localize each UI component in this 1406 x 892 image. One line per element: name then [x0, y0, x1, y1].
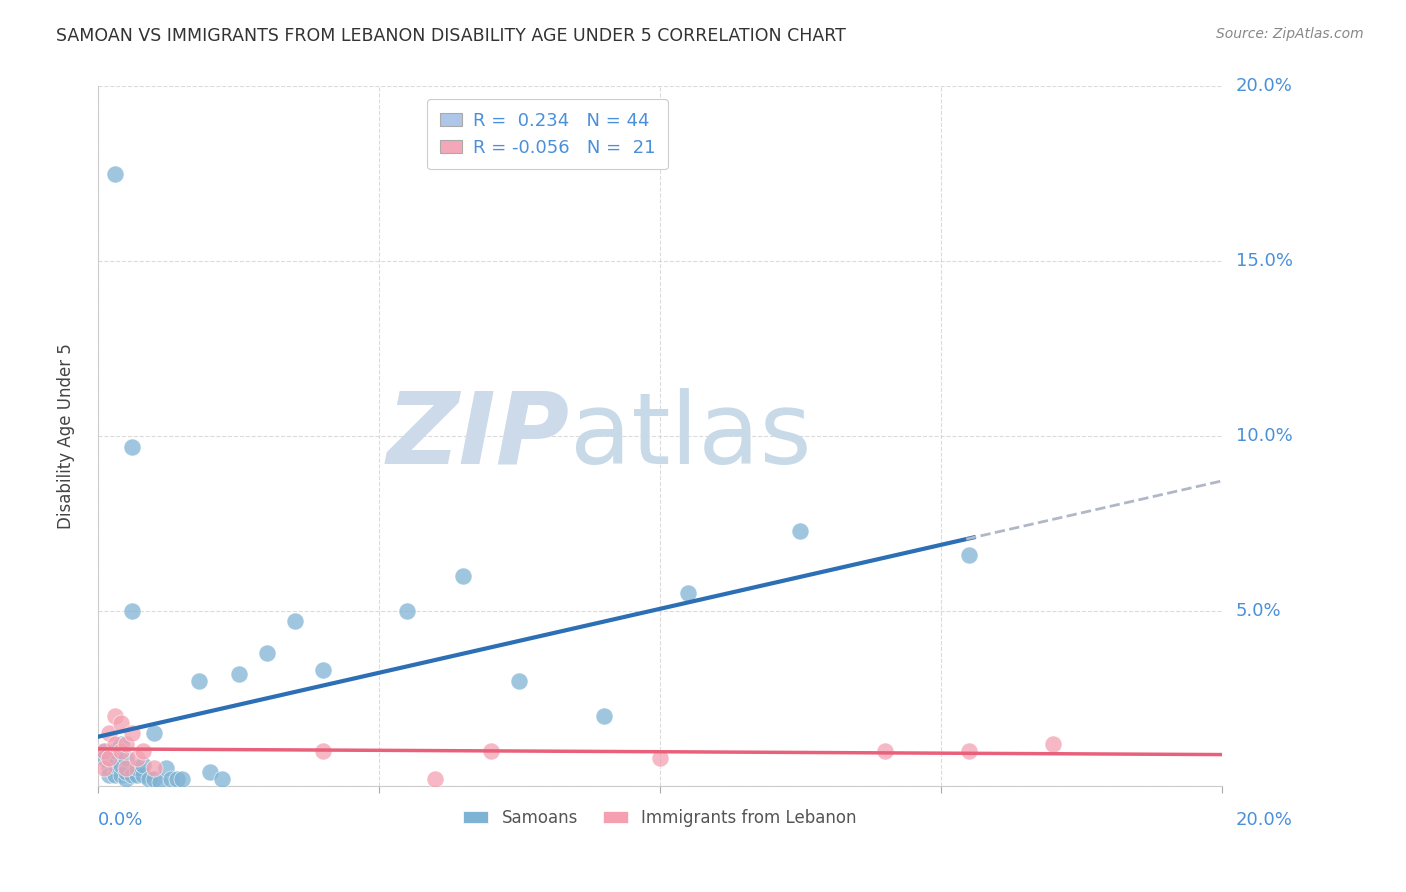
Point: [396, 604, 419, 618]
Point: [115, 737, 138, 751]
Point: [98, 751, 121, 765]
Point: [110, 744, 132, 758]
Point: [211, 772, 233, 786]
Point: [115, 761, 138, 775]
Point: [115, 764, 138, 779]
Legend: Samoans, Immigrants from Lebanon: Samoans, Immigrants from Lebanon: [457, 802, 863, 833]
Point: [104, 744, 127, 758]
Point: [110, 715, 132, 730]
Point: [143, 772, 166, 786]
Point: [1042, 737, 1064, 751]
Point: [648, 751, 671, 765]
Text: 20.0%: 20.0%: [1236, 811, 1292, 829]
Point: [166, 772, 188, 786]
Point: [143, 761, 166, 775]
Point: [132, 744, 155, 758]
Point: [115, 751, 138, 765]
Text: atlas: atlas: [569, 388, 811, 484]
Point: [143, 726, 166, 740]
Text: 15.0%: 15.0%: [1236, 252, 1292, 270]
Point: [957, 744, 980, 758]
Y-axis label: Disability Age Under 5: Disability Age Under 5: [58, 343, 75, 529]
Point: [110, 737, 132, 751]
Point: [121, 440, 143, 454]
Text: ZIP: ZIP: [387, 388, 569, 484]
Point: [149, 775, 172, 789]
Point: [200, 764, 222, 779]
Point: [104, 768, 127, 782]
Point: [172, 772, 194, 786]
Point: [873, 744, 896, 758]
Point: [104, 757, 127, 772]
Text: Source: ZipAtlas.com: Source: ZipAtlas.com: [1216, 27, 1364, 41]
Point: [98, 768, 121, 782]
Point: [451, 569, 474, 583]
Text: 0.0%: 0.0%: [98, 811, 143, 829]
Point: [98, 726, 121, 740]
Point: [312, 744, 335, 758]
Point: [121, 604, 143, 618]
Point: [425, 772, 447, 786]
Point: [160, 772, 183, 786]
Point: [592, 709, 614, 723]
Point: [957, 548, 980, 562]
Point: [110, 768, 132, 782]
Point: [98, 751, 121, 765]
Point: [127, 768, 149, 782]
Text: 10.0%: 10.0%: [1236, 427, 1292, 445]
Point: [132, 768, 155, 782]
Point: [127, 751, 149, 765]
Point: [121, 768, 143, 782]
Point: [93, 744, 115, 758]
Point: [676, 586, 699, 600]
Point: [188, 673, 211, 688]
Point: [93, 761, 115, 775]
Point: [132, 757, 155, 772]
Point: [228, 666, 250, 681]
Point: [312, 664, 335, 678]
Point: [98, 761, 121, 775]
Text: 5.0%: 5.0%: [1236, 602, 1281, 620]
Point: [93, 744, 115, 758]
Point: [93, 751, 115, 765]
Point: [127, 761, 149, 775]
Point: [284, 615, 307, 629]
Text: SAMOAN VS IMMIGRANTS FROM LEBANON DISABILITY AGE UNDER 5 CORRELATION CHART: SAMOAN VS IMMIGRANTS FROM LEBANON DISABI…: [56, 27, 846, 45]
Point: [104, 709, 127, 723]
Point: [121, 726, 143, 740]
Point: [138, 772, 160, 786]
Point: [110, 757, 132, 772]
Point: [479, 744, 502, 758]
Point: [256, 646, 278, 660]
Point: [789, 524, 811, 538]
Point: [115, 772, 138, 786]
Text: 20.0%: 20.0%: [1236, 78, 1292, 95]
Point: [155, 761, 177, 775]
Point: [508, 673, 530, 688]
Point: [104, 737, 127, 751]
Point: [104, 167, 127, 181]
